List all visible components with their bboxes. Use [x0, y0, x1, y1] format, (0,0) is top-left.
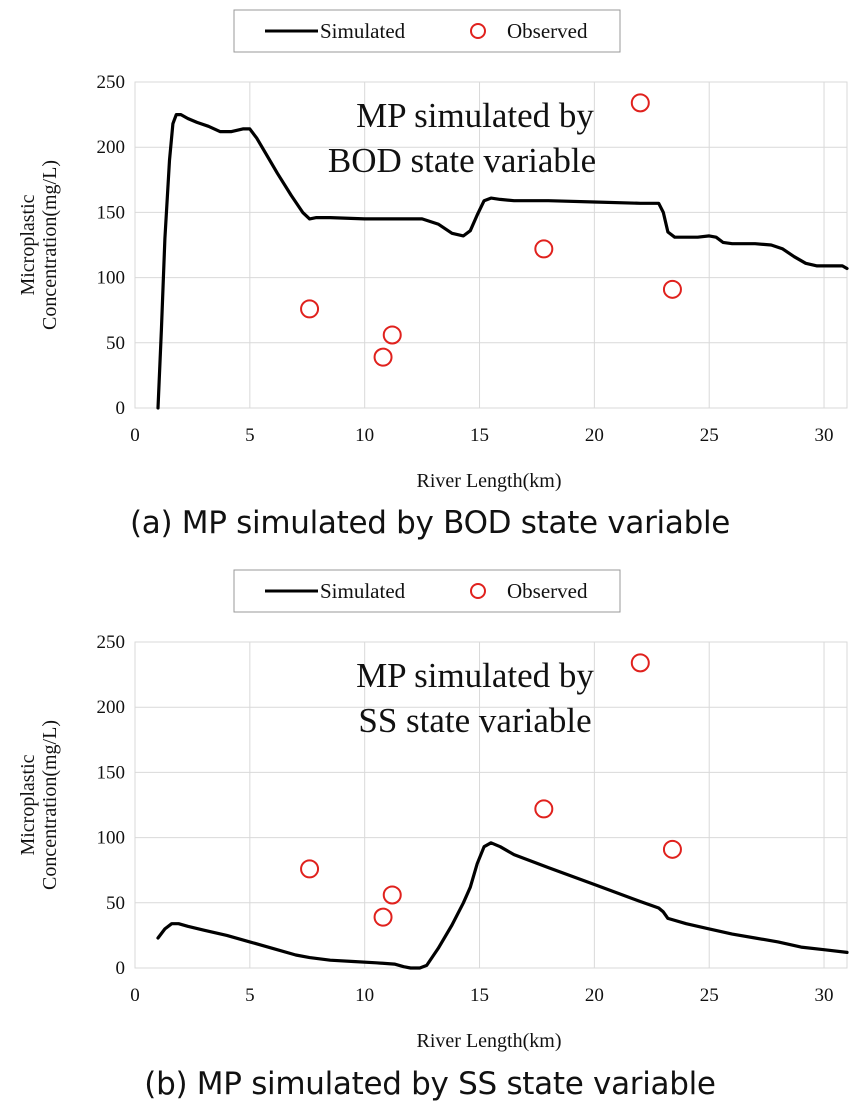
- annotation-line1-a: MP simulated by: [356, 96, 594, 135]
- x-tick-label: 30: [815, 425, 834, 446]
- caption-a: (a) MP simulated by BOD state variable: [129, 505, 731, 541]
- y-ticks-b: 0 50 100 150 200 250: [97, 632, 126, 979]
- x-tick-label: 20: [585, 985, 604, 1006]
- y-tick-label: 0: [116, 398, 126, 419]
- observed-point: [382, 885, 402, 905]
- x-tick-label: 10: [355, 425, 374, 446]
- x-tick-label: 25: [700, 985, 719, 1006]
- legend-simulated-label-b: Simulated: [320, 579, 406, 603]
- x-tick-label: 30: [815, 985, 834, 1006]
- y-ticks-a: 0 50 100 150 200 250: [97, 72, 126, 419]
- annotation-line2-a: BOD state variable: [328, 141, 596, 180]
- y-tick-label: 150: [97, 762, 126, 783]
- x-tick-label: 20: [585, 425, 604, 446]
- legend-observed-label-a: Observed: [507, 19, 588, 43]
- plot-area-border-b: [134, 641, 848, 969]
- series-observed-b: [300, 653, 682, 927]
- x-tick-label: 0: [130, 425, 140, 446]
- observed-point: [382, 325, 402, 345]
- y-tick-label: 50: [106, 893, 125, 914]
- observed-point: [630, 653, 650, 673]
- x-tick-label: 15: [470, 425, 489, 446]
- y-tick-label: 250: [97, 72, 126, 93]
- observed-point: [300, 859, 320, 879]
- x-ticks-a: 0 5 10 15 20 25 30: [130, 425, 833, 446]
- legend-a: Simulated Observed: [233, 9, 621, 53]
- y-tick-label: 200: [97, 697, 126, 718]
- observed-point: [662, 839, 682, 859]
- x-axis-label-b: River Length(km): [417, 1030, 562, 1052]
- series-observed-a: [300, 93, 682, 367]
- y-tick-label: 150: [97, 202, 126, 223]
- y-axis-label-line1-a: Microplastic: [17, 194, 39, 295]
- observed-point: [630, 93, 650, 113]
- observed-point: [534, 239, 554, 259]
- x-tick-label: 5: [245, 985, 255, 1006]
- y-axis-label-line2-b: Concentration(mg/L): [39, 720, 61, 890]
- legend-observed-swatch-b: [470, 583, 486, 599]
- chart-a: 0 50 100 150 200 250 0 5 10 15 20 25 30 MP simulate…: [17, 9, 849, 492]
- observed-point: [373, 907, 393, 927]
- x-ticks-b: 0 5 10 15 20 25 30: [130, 985, 833, 1006]
- series-simulated-b: [156, 841, 849, 970]
- x-tick-label: 5: [245, 425, 255, 446]
- y-tick-label: 0: [116, 958, 126, 979]
- x-axis-label-a: River Length(km): [417, 470, 562, 492]
- plot-area-border-a: [134, 81, 848, 409]
- y-tick-label: 100: [97, 828, 126, 849]
- annotation-line2-b: SS state variable: [358, 701, 591, 740]
- y-tick-label: 250: [97, 632, 126, 653]
- y-axis-label-line2-a: Concentration(mg/L): [39, 160, 61, 330]
- legend-observed-label-b: Observed: [507, 579, 588, 603]
- x-tick-label: 0: [130, 985, 140, 1006]
- x-tick-label: 15: [470, 985, 489, 1006]
- observed-point: [300, 299, 320, 319]
- y-tick-label: 100: [97, 268, 126, 289]
- series-simulated-a: [156, 113, 849, 410]
- observed-point: [534, 799, 554, 819]
- annotation-line1-b: MP simulated by: [356, 656, 594, 695]
- legend-observed-swatch-a: [470, 23, 486, 39]
- legend-b: Simulated Observed: [233, 569, 621, 613]
- observed-point: [662, 279, 682, 299]
- observed-point: [373, 347, 393, 367]
- y-axis-label-line1-b: Microplastic: [17, 754, 39, 855]
- simulated-line: [156, 841, 849, 970]
- caption-b: (b) MP simulated by SS state variable: [144, 1066, 716, 1102]
- chart-b: 0 50 100 150 200 250 0 5 10 15 20 25 30 MP simulate…: [17, 569, 849, 1052]
- x-tick-label: 25: [700, 425, 719, 446]
- simulated-line: [156, 113, 849, 410]
- x-tick-label: 10: [355, 985, 374, 1006]
- y-tick-label: 200: [97, 137, 126, 158]
- legend-simulated-label-a: Simulated: [320, 19, 406, 43]
- y-tick-label: 50: [106, 333, 125, 354]
